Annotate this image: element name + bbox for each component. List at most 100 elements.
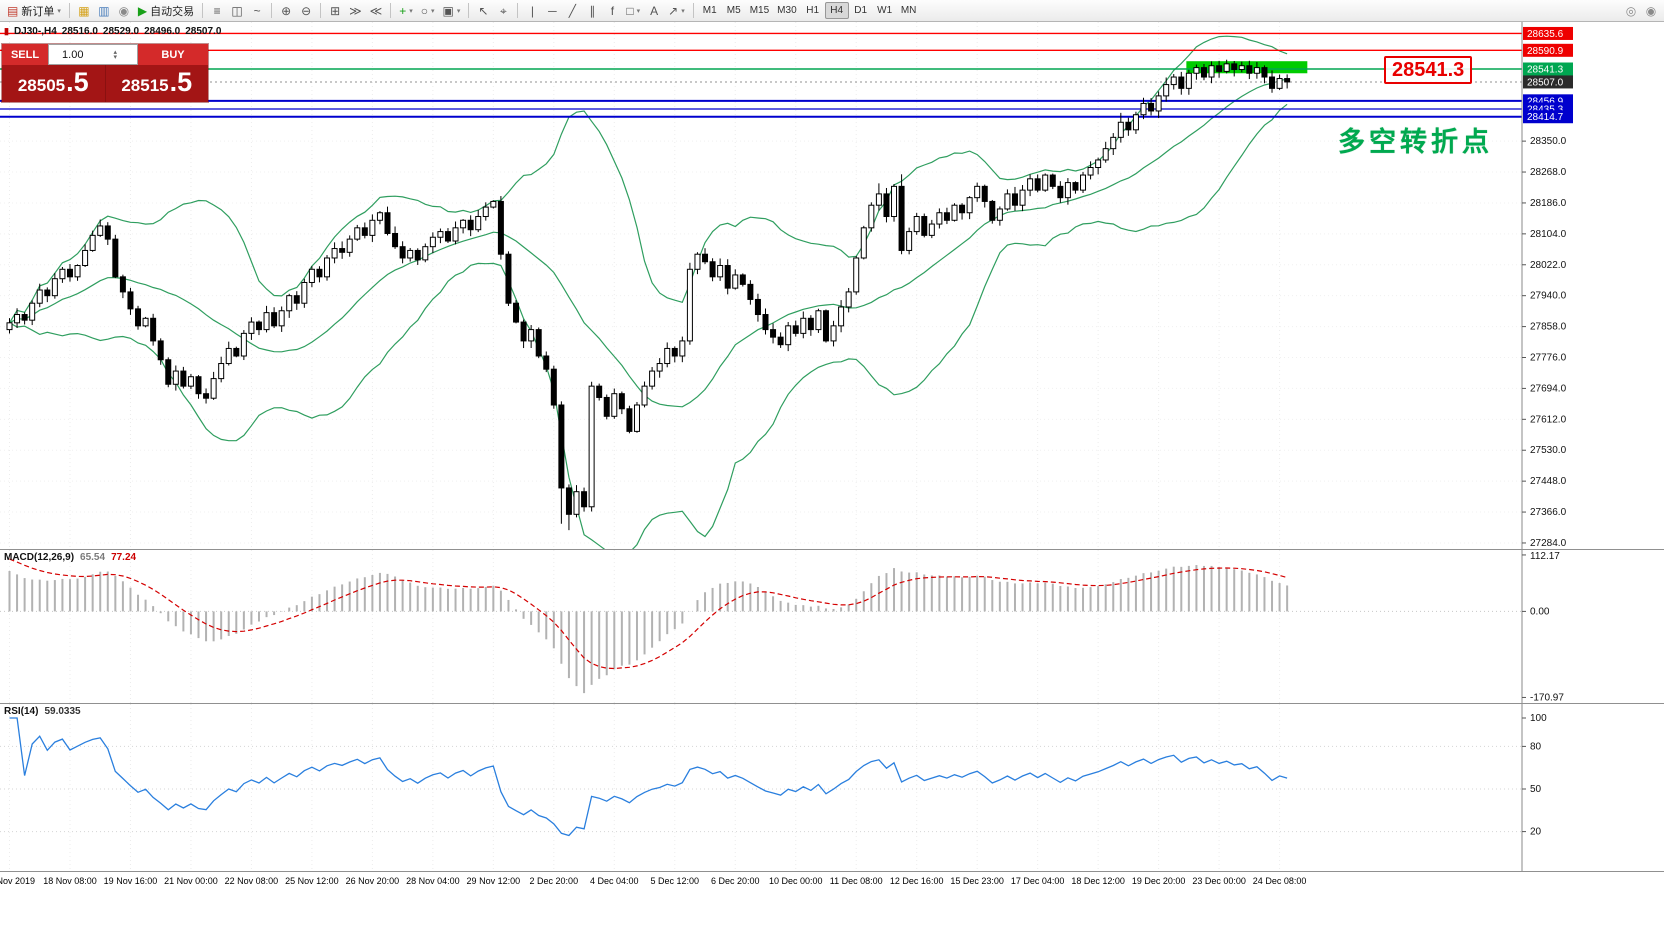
crosshair-icon: ⌖ [499,3,507,18]
sell-price-button[interactable]: 28505.5 [2,65,105,102]
price-tag [1523,75,1573,89]
zoom-out-button[interactable]: ⊖ [296,2,316,20]
axis-label: 28104.0 [1530,229,1567,240]
crosshair-button[interactable]: ⌖ [493,2,513,20]
timeframe-m5-button[interactable]: M5 [722,2,746,19]
buy-button[interactable]: BUY [138,44,208,65]
candles [6,59,1291,531]
templates-button[interactable]: ▣ ▾ [439,2,465,20]
sell-button[interactable]: SELL [2,44,48,65]
search-button[interactable]: ◉ [1641,2,1661,20]
axis-label: 27284.0 [1530,538,1567,549]
new-order-button[interactable]: ▤ 新订单 ▾ [3,2,65,20]
bollinger-band [9,103,1288,549]
cursor-button[interactable]: ↖ [473,2,493,20]
channel-button[interactable]: ∥ [582,2,602,20]
templates-icon: ▣ [442,3,454,18]
buy-price-main: 28515 [121,76,169,95]
timeframe-mn-button[interactable]: MN [897,2,921,19]
tile-windows-icon: ⊞ [330,3,341,18]
axis-label: 28435.3 [1527,104,1564,115]
time-axis-label: 17 Dec 04:00 [1010,876,1065,886]
toolbar-separator [517,3,519,18]
price-label-object[interactable]: 28541.3 [1384,56,1473,84]
macd-canvas[interactable]: 112.17 0.00 -170.97 [0,550,1664,703]
chart-shift-button[interactable]: ≪ [366,2,387,20]
profiles-icon: ▦ [78,3,90,18]
timeframe-m15-button[interactable]: M15 [746,2,773,19]
toolbar-separator [202,3,204,18]
rsi-canvas[interactable]: 100 80 50 20 [0,704,1664,871]
time-axis[interactable]: 15 Nov 2019 18 Nov 08:00 19 Nov 16:00 21 No… [0,871,1664,893]
profiles-button[interactable]: ▦ [74,2,94,20]
vertical-line-button[interactable]: | [522,2,542,20]
zoom-in-button[interactable]: ⊕ [276,2,296,20]
volume-up-icon[interactable]: ▴ [113,48,117,56]
help-icon: ◎ [1625,3,1637,18]
macd-panel[interactable]: 112.17 0.00 -170.97 [0,549,1664,703]
periods-button[interactable]: ○ ▾ [417,2,439,20]
time-axis-label: 19 Dec 20:00 [1131,876,1186,886]
auto-trading-button[interactable]: ▶ 自动交易 [134,2,198,20]
candlestick-chart-icon: ◫ [231,3,243,18]
price-tag [1523,43,1573,57]
indicators-button[interactable]: + ▾ [395,2,417,20]
fibonacci-icon: f [610,3,615,18]
buy-price-button[interactable]: 28515.5 [104,65,209,102]
timeframe-m30-button[interactable]: M30 [773,2,800,19]
price-tag [1523,62,1573,76]
news-button[interactable]: ◉ [114,2,134,20]
auto-scroll-button[interactable]: ≫ [345,2,366,20]
volume-down-icon[interactable]: ▾ [113,53,117,61]
horizontal-line-button[interactable]: ─ [542,2,562,20]
candlestick-chart-button[interactable]: ◫ [227,2,247,20]
volume-value: 1.00 [62,48,84,61]
shapes-button[interactable]: □ ▾ [622,2,644,20]
zoom-out-icon: ⊖ [301,3,312,18]
line-chart-button[interactable]: ~ [247,2,267,20]
trendline-button[interactable]: ╱ [562,2,582,20]
price-chart-canvas[interactable]: 28350.0 28268.0 28186.0 28104.0 28022.0 27940… [0,22,1664,549]
new-order-icon: ▤ [7,3,19,18]
text-button[interactable]: A [644,2,664,20]
charts-button[interactable]: ▥ [94,2,114,20]
rsi-panel[interactable]: 100 80 50 20 [0,703,1664,871]
macd-signal-line [9,558,1288,670]
axis-label: 27366.0 [1530,507,1567,518]
axis-label: 27694.0 [1530,383,1567,394]
rsi-indicator-label: RSI(14) 59.0335 [4,706,81,717]
axis-label: 28507.0 [1527,77,1564,88]
annotation-text[interactable]: 多空转折点 [1338,127,1493,157]
toolbar-separator [692,3,694,18]
bar-chart-button[interactable]: ≡ [207,2,227,20]
sell-price-main: 28505 [17,76,66,95]
timeframe-d1-button[interactable]: D1 [849,2,873,19]
timeframe-m1-button[interactable]: M1 [698,2,722,19]
timeframe-w1-button[interactable]: W1 [873,2,897,19]
volume-input[interactable]: 1.00 ▴ ▾ [48,44,138,65]
price-chart-panel[interactable]: 28350.0 28268.0 28186.0 28104.0 28022.0 27940… [0,22,1664,549]
dropdown-arrow-icon: ▾ [431,7,435,15]
toolbar-separator [271,3,273,18]
axis-label: 27448.0 [1530,476,1567,487]
toolbar-separator [68,3,70,18]
axis-label: 112.17 [1530,551,1560,562]
timeframe-h1-button[interactable]: H1 [801,2,825,19]
fibonacci-button[interactable]: f [602,2,622,20]
axis-label: 28022.0 [1530,260,1567,271]
axis-label: 28268.0 [1530,167,1567,178]
help-button[interactable]: ◎ [1621,2,1641,20]
dropdown-arrow-icon: ▾ [636,7,641,15]
time-axis-label: 22 Nov 08:00 [224,876,279,886]
buy-price-frac: .5 [169,67,193,97]
timeframe-h4-button[interactable]: H4 [824,2,849,19]
tile-windows-button[interactable]: ⊞ [325,2,345,20]
arrows-button[interactable]: ↗ ▾ [664,2,689,20]
trendline-icon: ╱ [568,3,576,18]
time-axis-label: 21 Nov 00:00 [164,876,218,886]
bollinger-band [8,35,1288,324]
bollinger-band [9,78,1288,408]
quote-open: 28516.0 [61,26,98,37]
cursor-icon: ↖ [478,3,489,18]
price-tag [1523,110,1573,124]
